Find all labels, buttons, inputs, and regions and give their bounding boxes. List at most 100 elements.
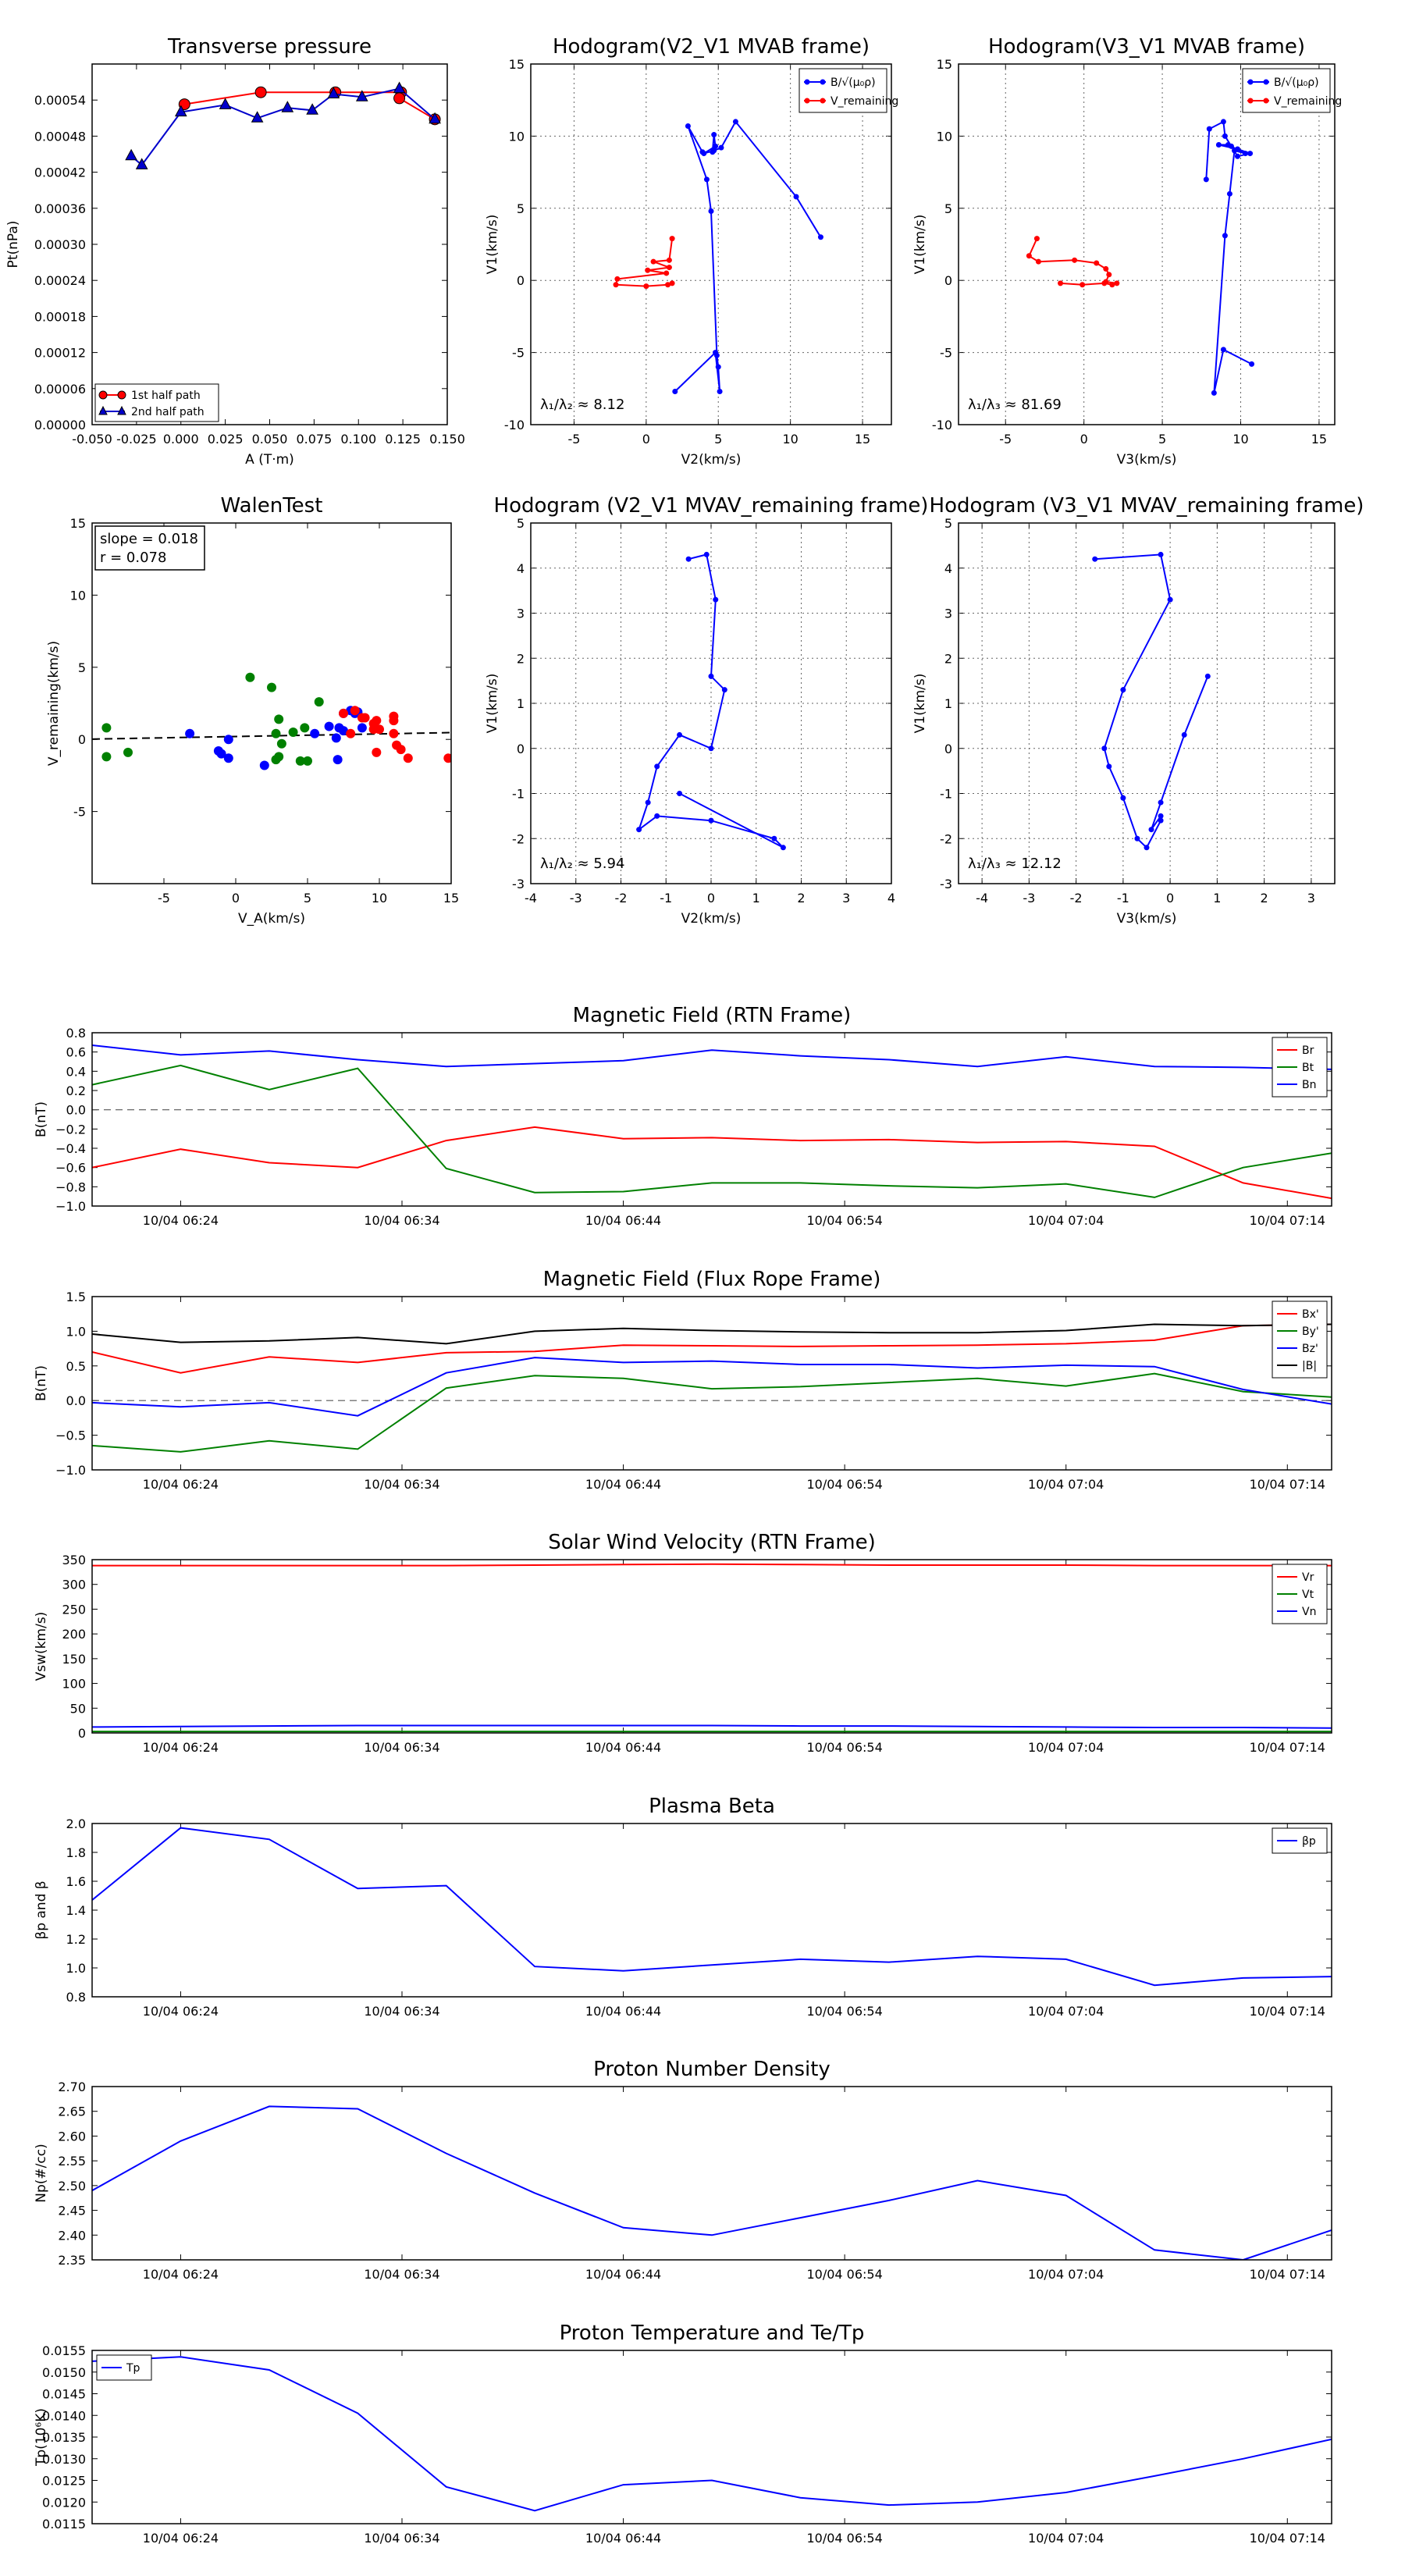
x-tick-label: 0 xyxy=(707,891,715,906)
x-tick-label: -0.025 xyxy=(116,432,157,447)
point-marker xyxy=(666,265,672,271)
series-line-Vr xyxy=(92,1563,1332,1567)
x-tick-label: 10/04 07:14 xyxy=(1250,2531,1325,2546)
legend-label: Bt xyxy=(1302,1062,1314,1074)
point-marker xyxy=(732,119,738,125)
scatter-point xyxy=(185,728,195,738)
beta-data xyxy=(92,1827,1332,1987)
tp-ylabel: Pt(nPa) xyxy=(5,221,21,269)
point-marker xyxy=(1080,282,1086,288)
x-tick-label: 0.000 xyxy=(163,432,199,447)
y-tick-label: 0.0150 xyxy=(42,2365,86,2380)
x-tick-label: -4 xyxy=(976,891,988,906)
y-tick-label: 0.4 xyxy=(66,1064,86,1079)
x-tick-label: 10/04 07:04 xyxy=(1028,1740,1104,1755)
y-tick-label: 0 xyxy=(944,742,952,756)
y-tick-label: 0.0120 xyxy=(42,2495,86,2510)
y-tick-label: 0.00042 xyxy=(34,165,86,180)
tp2-panel: Proton Temperature and Te/Tp 10/04 06:24 1… xyxy=(34,2322,1332,2546)
x-tick-label: 10/04 06:24 xyxy=(143,2531,219,2546)
x-tick-label: 5 xyxy=(714,432,722,447)
y-tick-label: −0.4 xyxy=(55,1141,86,1156)
point-marker xyxy=(1204,673,1211,679)
mag_fr-frame xyxy=(91,1296,1332,1471)
series-line-Bn xyxy=(92,1044,1332,1070)
point-marker xyxy=(663,270,670,276)
tp2-data xyxy=(92,2356,1332,2512)
x-tick-label: 10/04 06:24 xyxy=(143,1213,219,1228)
x-tick-label: 10/04 07:14 xyxy=(1250,2004,1325,2019)
h2-panel: Hodogram(V3_V1 MVAB frame) -5 0 5 10 15 -10 -5 0… xyxy=(912,35,1342,468)
x-tick-label: 4 xyxy=(887,891,895,906)
x-tick-label: -1 xyxy=(660,891,672,906)
point-marker xyxy=(718,144,724,151)
y-tick-label: 0.00024 xyxy=(34,273,86,288)
point-marker xyxy=(711,132,717,138)
x-tick-label: 10/04 06:54 xyxy=(806,2004,882,2019)
x-tick-label: 0 xyxy=(642,432,650,447)
legend-marker xyxy=(117,390,126,400)
mag_fr-ylabel: B(nT) xyxy=(34,1365,49,1401)
beta-title: Plasma Beta xyxy=(649,1795,775,1818)
scatter-point xyxy=(267,682,276,692)
y-tick-label: −1.0 xyxy=(55,1463,86,1478)
beta-frame xyxy=(91,1823,1332,1998)
legend-marker xyxy=(1247,98,1254,104)
x-tick-label: 0 xyxy=(232,891,240,906)
y-tick-label: 1.0 xyxy=(66,1961,86,1976)
legend-label: B/√(μ₀ρ) xyxy=(1274,76,1319,89)
y-tick-label: -3 xyxy=(512,877,525,891)
scatter-point xyxy=(271,728,281,738)
y-tick-label: 15 xyxy=(509,57,525,72)
h3-frame xyxy=(530,522,892,884)
tp-xlabel: A (T·m) xyxy=(245,452,294,468)
x-tick-label: 10/04 07:04 xyxy=(1028,1213,1104,1228)
y-tick-label: 0.5 xyxy=(66,1359,86,1374)
y-tick-label: 350 xyxy=(62,1553,86,1567)
legend-label: |B| xyxy=(1302,1360,1317,1372)
circle-marker xyxy=(254,86,267,98)
legend-marker xyxy=(1247,79,1254,85)
y-tick-label: 0 xyxy=(78,732,86,747)
h4-frame xyxy=(958,522,1336,884)
y-tick-label: 0.0140 xyxy=(42,2408,86,2423)
tp2-frame xyxy=(91,2350,1332,2524)
scatter-point xyxy=(360,713,370,723)
scatter-point xyxy=(375,724,384,735)
y-tick-label: 1.2 xyxy=(66,1932,86,1947)
y-tick-label: 0 xyxy=(517,742,525,756)
point-marker xyxy=(614,276,621,282)
point-marker xyxy=(699,149,706,155)
point-marker xyxy=(685,556,692,562)
legend-marker xyxy=(804,98,810,104)
legend-marker xyxy=(1263,98,1269,104)
x-tick-label: -0.050 xyxy=(72,432,112,447)
x-tick-label: -3 xyxy=(570,891,582,906)
y-tick-label: −0.5 xyxy=(55,1429,86,1443)
point-marker xyxy=(1231,148,1237,154)
mag_rtn-data xyxy=(92,1044,1332,1200)
scatter-point xyxy=(443,753,451,763)
point-marker xyxy=(1220,119,1226,125)
h1-title: Hodogram(V2_V1 MVAB frame) xyxy=(553,35,870,59)
scatter-point xyxy=(389,716,399,726)
legend-marker xyxy=(1263,79,1269,85)
point-marker xyxy=(1101,280,1108,286)
y-tick-label: 10 xyxy=(509,129,525,144)
x-tick-label: 10/04 06:34 xyxy=(364,1740,439,1755)
point-marker xyxy=(708,817,714,824)
point-marker xyxy=(1215,141,1222,148)
mag_rtn-title: Magnetic Field (RTN Frame) xyxy=(573,1004,852,1027)
h4-ratio-annotation: λ₁/λ₃ ≈ 12.12 xyxy=(968,856,1062,872)
point-marker xyxy=(1120,795,1126,801)
y-tick-label: 1 xyxy=(944,696,952,711)
x-tick-label: 10/04 06:44 xyxy=(585,2267,661,2282)
point-marker xyxy=(1225,141,1231,148)
y-tick-label: 150 xyxy=(62,1652,86,1667)
np-ylabel: Np(#/cc) xyxy=(34,2144,49,2202)
y-tick-label: 50 xyxy=(70,1701,86,1716)
y-tick-label: 300 xyxy=(62,1578,86,1592)
vel-panel: Solar Wind Velocity (RTN Frame) 10/04 06:… xyxy=(34,1531,1332,1755)
y-tick-label: 1.5 xyxy=(66,1290,86,1304)
tp2-ylabel: Tp(10⁶K) xyxy=(34,2408,49,2467)
